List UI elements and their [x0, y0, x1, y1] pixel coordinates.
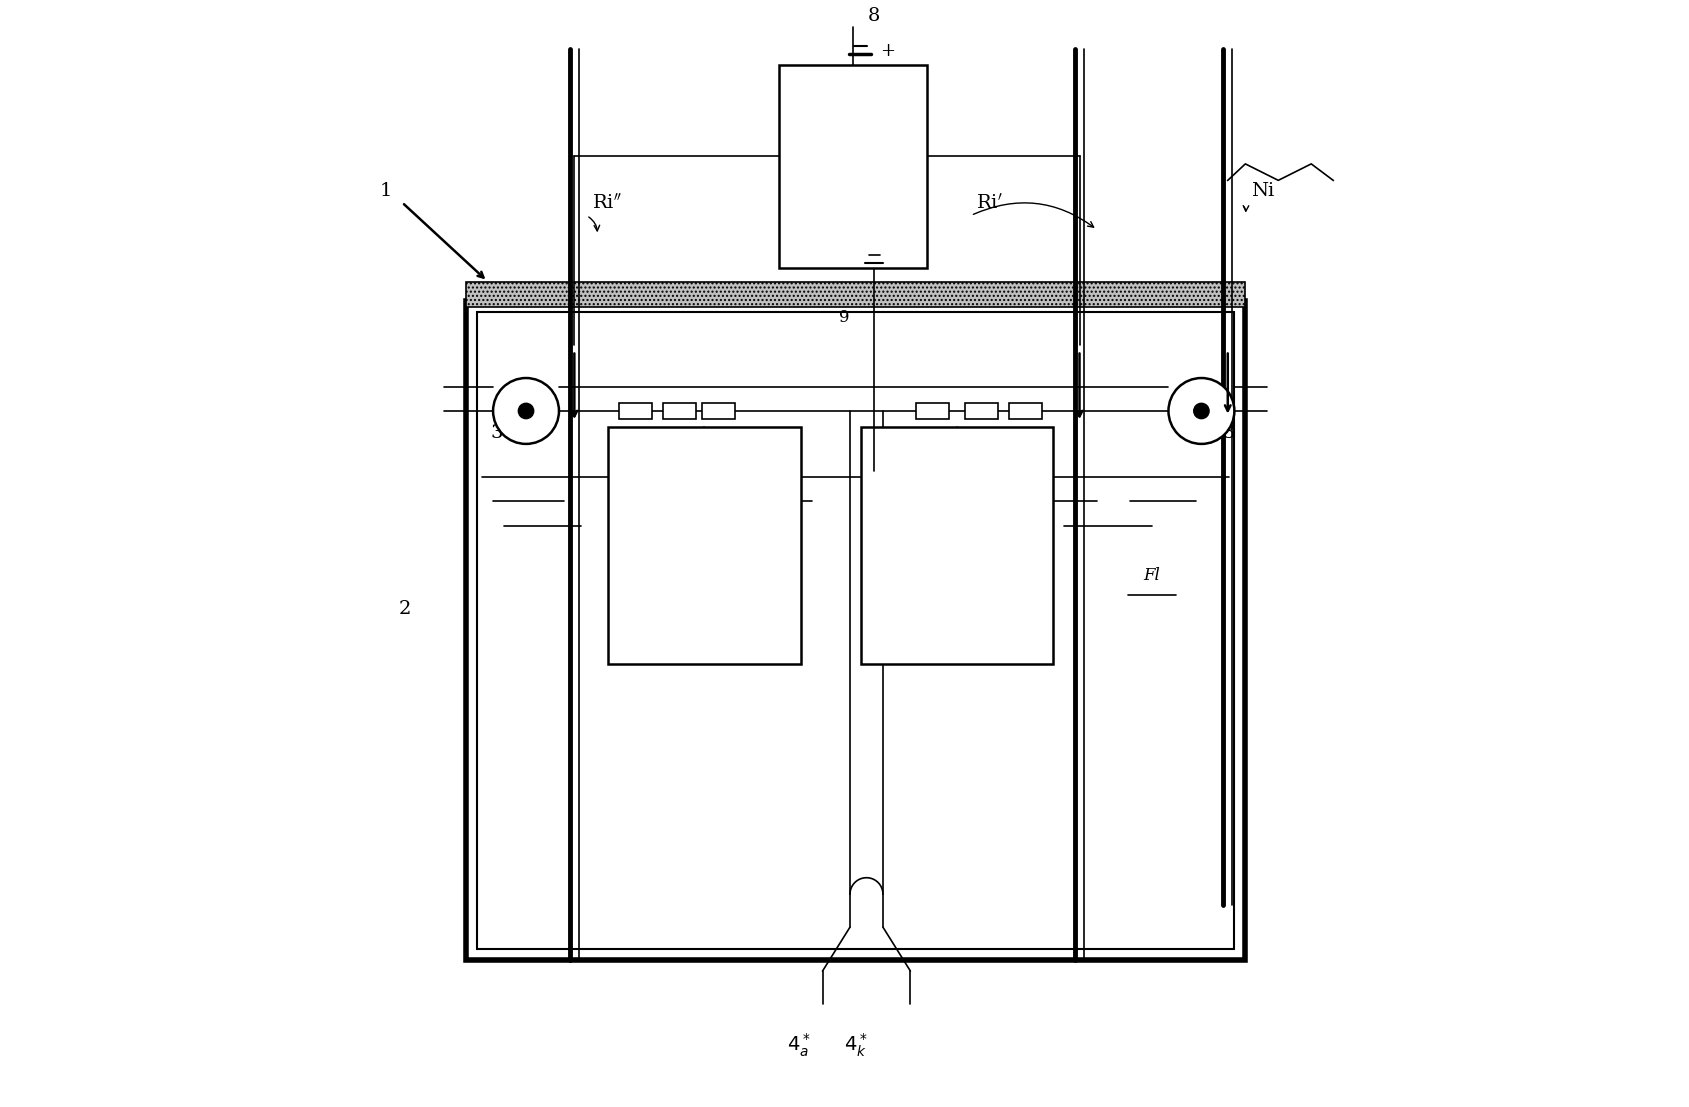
Text: Fl: Fl [1143, 567, 1160, 584]
Text: Ni: Ni [1252, 183, 1274, 200]
Text: 9: 9 [839, 309, 850, 327]
Text: Ri$''$: Ri$''$ [591, 193, 622, 213]
Circle shape [493, 377, 559, 444]
Text: 4: 4 [888, 463, 899, 479]
Circle shape [1194, 403, 1209, 418]
Text: 3: 3 [1223, 424, 1235, 442]
Bar [861, 427, 1054, 663]
Text: 6: 6 [642, 546, 652, 562]
Text: 2: 2 [399, 600, 412, 618]
Bar [1010, 403, 1042, 420]
Bar [466, 282, 1245, 307]
Bar [701, 403, 735, 420]
Text: $4_k^*$: $4_k^*$ [844, 1032, 866, 1059]
Bar [664, 403, 696, 420]
Text: Ri$'$: Ri$'$ [976, 193, 1003, 213]
Text: 1: 1 [380, 183, 392, 200]
Bar [779, 65, 927, 268]
Text: 4*: 4* [644, 463, 662, 479]
Text: 3: 3 [490, 424, 503, 442]
Bar [620, 403, 652, 420]
Bar [466, 301, 1245, 960]
Bar [476, 312, 1235, 949]
Bar [966, 403, 998, 420]
Bar [915, 403, 949, 420]
Text: 7: 7 [900, 546, 910, 562]
Bar [608, 427, 801, 663]
Text: +: + [880, 42, 895, 60]
Circle shape [519, 403, 534, 418]
Text: Fo: Fo [679, 426, 699, 444]
Text: $4_a^*$: $4_a^*$ [787, 1032, 811, 1059]
Circle shape [1169, 377, 1235, 444]
Text: 8: 8 [868, 7, 880, 24]
